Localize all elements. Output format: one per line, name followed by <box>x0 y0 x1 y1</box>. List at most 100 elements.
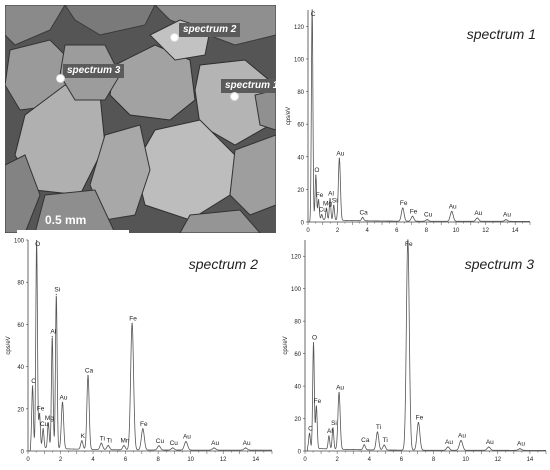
x-tick-label: 10 <box>453 228 460 234</box>
peak-label: Fe <box>314 398 322 405</box>
x-tick-label: 6 <box>124 457 128 463</box>
peak-label: Au <box>458 433 466 440</box>
axes: 0 20 40 60 80 100 120 0 2 4 6 8 10 12 14 cps/eV <box>283 240 547 463</box>
peak-point <box>402 207 404 209</box>
peak-point <box>317 199 320 201</box>
peak-label: Mg <box>323 200 332 207</box>
peak-point <box>61 401 64 403</box>
peak-label: Al <box>50 328 56 335</box>
peak-label: C <box>308 425 313 432</box>
peak-label: Au <box>183 434 191 441</box>
spectrum-2-chart: 0 20 40 60 80 100 0 2 4 6 8 10 12 14 cps/eV C O Fe Cu Mg Al S… <box>2 236 276 468</box>
peak-label: Si <box>332 197 338 204</box>
peak-point <box>123 445 125 447</box>
peak-point <box>426 219 428 221</box>
peak-label: Fe <box>37 406 45 413</box>
peak-point <box>407 239 409 241</box>
peak-label: Fe <box>410 208 418 215</box>
spot-marker-2 <box>170 33 179 42</box>
spectrum-1-title: spectrum 1 <box>466 26 536 42</box>
peak-point <box>362 216 364 219</box>
y-tick-label: 40 <box>294 385 301 391</box>
peak-point <box>315 405 318 407</box>
peak-point <box>81 440 83 442</box>
peak-label: Au <box>445 439 453 446</box>
peak-label: Si <box>331 420 337 427</box>
y-tick-label: 120 <box>294 25 305 31</box>
peak-point <box>325 207 328 209</box>
y-tick-label: 0 <box>298 450 302 456</box>
spot-marker-1 <box>230 92 239 101</box>
peak-point <box>142 428 144 430</box>
x-tick-label: 0 <box>303 457 307 463</box>
x-tick-label: 10 <box>187 457 194 463</box>
peak-point <box>519 448 521 450</box>
peak-point <box>451 210 453 213</box>
y-tick-label: 40 <box>297 155 304 161</box>
scale-bar <box>17 230 129 233</box>
peak-label: Si <box>54 286 60 293</box>
peak-point <box>51 335 53 338</box>
x-tick-label: 6 <box>400 457 404 463</box>
peak-point <box>488 446 490 448</box>
scale-bar-label: 0.5 mm <box>45 213 87 227</box>
peak-label: Fe <box>416 415 424 422</box>
spectrum-3-plot: 0 20 40 60 80 100 120 0 2 4 6 8 10 12 14 cps/eV C O Fe AlSi… <box>283 239 547 463</box>
peak-label: Au <box>486 439 494 446</box>
peak-label: Ti <box>100 435 105 442</box>
peak-point <box>447 446 449 448</box>
peak-label: Fe <box>400 200 408 207</box>
y-axis-label: cps/eV <box>286 107 292 125</box>
x-tick-label: 8 <box>432 457 436 463</box>
x-tick-label: 2 <box>59 457 63 463</box>
x-tick-label: 6 <box>395 228 399 234</box>
peak-point <box>315 174 317 176</box>
peak-label: Au <box>211 440 219 447</box>
y-tick-label: 20 <box>294 417 301 423</box>
peak-point <box>376 431 379 433</box>
x-tick-label: 4 <box>366 228 370 234</box>
peak-label: Cu <box>170 440 179 447</box>
spectrum-3-title: spectrum 3 <box>464 256 534 272</box>
peak-point <box>38 412 41 415</box>
y-tick-label: 80 <box>17 281 24 287</box>
spectrum-1-chart: 0 20 40 60 80 100 120 0 2 4 6 8 10 12 14 cps/eV C O Fe Cu Mg… <box>280 4 548 236</box>
peak-label: C <box>31 378 36 385</box>
peak-label: Ca <box>361 437 370 444</box>
peak-label: Al <box>327 428 333 435</box>
x-tick-label: 8 <box>425 228 429 234</box>
peak-label: Mg <box>45 415 54 422</box>
x-tick-label: 10 <box>462 457 469 463</box>
x-tick-label: 12 <box>482 228 489 234</box>
peak-point <box>172 447 174 449</box>
peak-point <box>31 385 34 387</box>
peak-label: Fe <box>405 241 413 248</box>
peak-point <box>308 432 311 435</box>
y-tick-label: 40 <box>17 365 24 371</box>
peak-point <box>321 214 323 216</box>
peak-point <box>329 198 331 200</box>
peak-label: Ti <box>376 424 381 431</box>
peak-label: Fe <box>129 315 137 322</box>
y-tick-label: 80 <box>294 320 301 326</box>
peak-label: Fe <box>140 421 148 428</box>
peak-point <box>131 322 133 324</box>
peak-label: Cu <box>40 421 49 428</box>
peak-label: Al <box>328 191 334 198</box>
peak-point <box>245 447 247 449</box>
peak-point <box>87 374 89 377</box>
x-tick-label: 2 <box>335 457 339 463</box>
x-tick-label: 14 <box>527 457 534 463</box>
peak-label: C <box>311 11 316 18</box>
peak-label: Cu <box>424 212 433 219</box>
spectrum-3-chart: 0 20 40 60 80 100 120 0 2 4 6 8 10 12 14 cps/eV C O Fe Al Si… <box>278 236 548 468</box>
spot-label-3: spectrum 3 <box>63 64 125 78</box>
peak-point <box>100 442 102 444</box>
y-tick-label: 0 <box>21 450 25 456</box>
peak-point <box>333 204 335 206</box>
peak-point <box>36 240 38 242</box>
peak-point <box>47 422 49 424</box>
